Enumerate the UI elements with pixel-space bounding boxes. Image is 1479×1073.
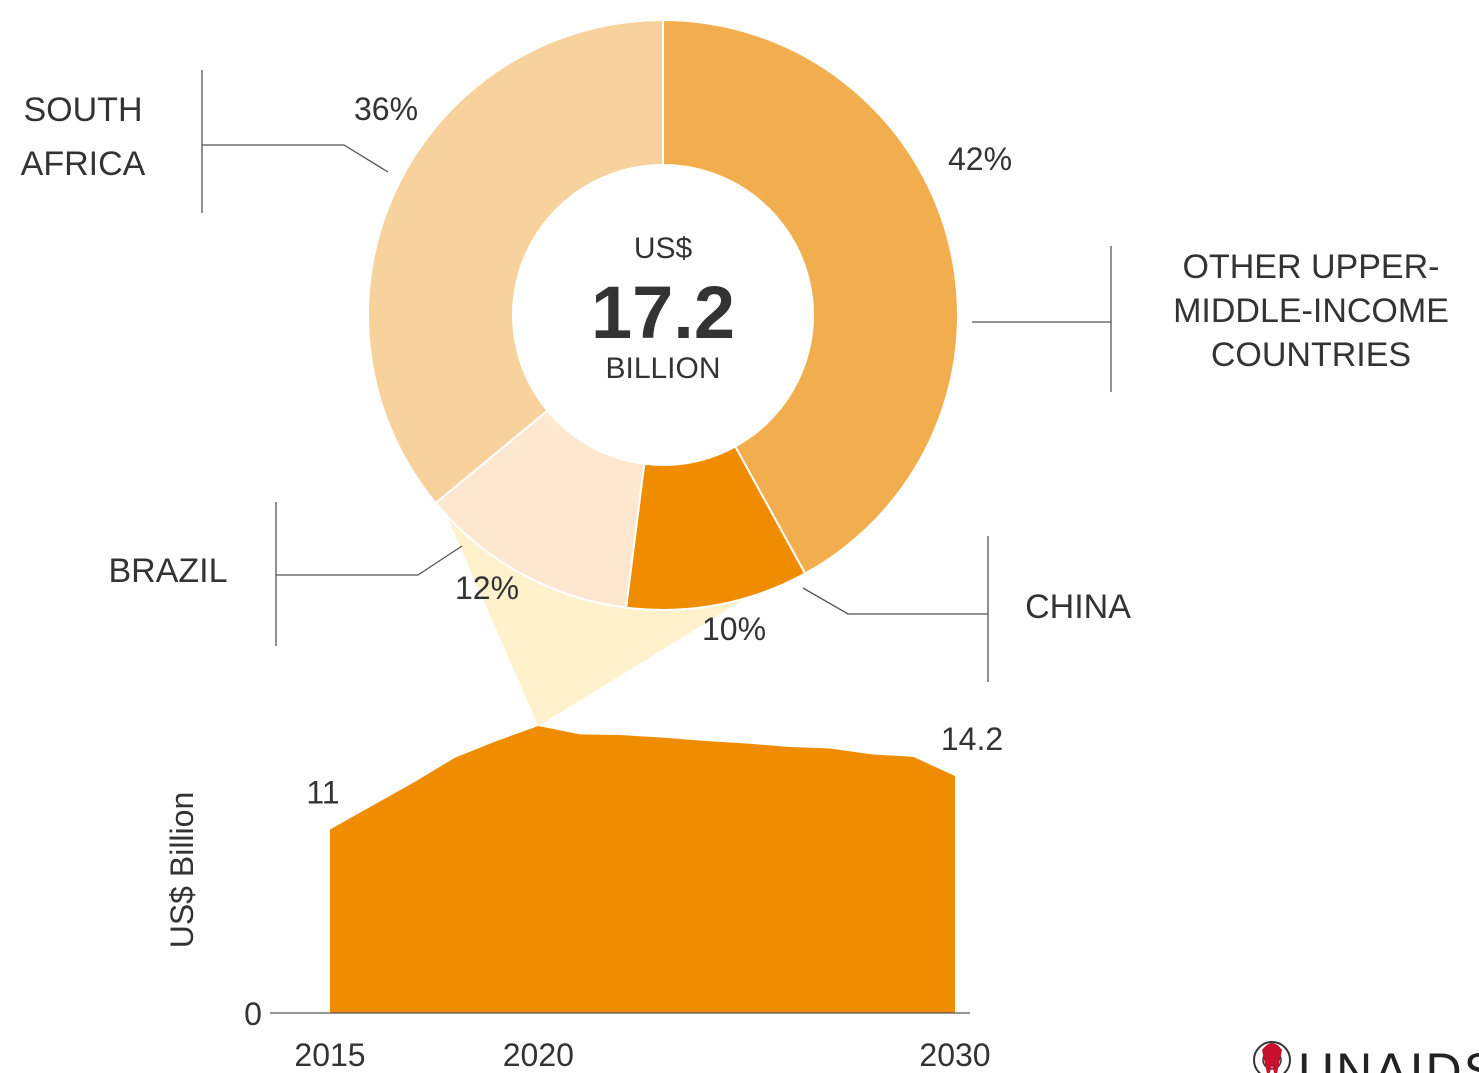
x-tick-label: 2015 (294, 1037, 365, 1073)
center-unit-label: BILLION (605, 352, 720, 385)
slice-percent-label: 12% (455, 570, 519, 606)
y-tick-label: 0 (244, 996, 262, 1032)
area-series (330, 726, 955, 1013)
donut-slice (367, 18, 664, 505)
slice-percent-label: 36% (354, 91, 418, 127)
area-chart: 2015 2020 2030 0 US$ Billion 11 14.2 (164, 721, 1003, 1073)
unaids-logo: UNAIDS (1253, 1041, 1479, 1073)
slice-percent-label: 10% (702, 611, 766, 647)
slice-category-label: COUNTRIES (1211, 336, 1411, 374)
slice-labels: 42% OTHER UPPER- MIDDLE-INCOME COUNTRIES 10%… (21, 70, 1449, 682)
un-emblem-icon (1253, 1041, 1291, 1073)
slice-category-label: SOUTH (24, 91, 143, 129)
leader-line (202, 144, 389, 173)
slice-category-label: OTHER UPPER- (1183, 248, 1440, 286)
slice-category-label: CHINA (1025, 588, 1131, 626)
donut-slice (662, 18, 959, 575)
x-tick-label: 2030 (919, 1037, 990, 1073)
x-tick-label: 2020 (503, 1037, 574, 1073)
slice-category-label: MIDDLE-INCOME (1173, 292, 1449, 330)
leader-line (276, 545, 463, 576)
slice-percent-label: 42% (948, 141, 1012, 177)
slice-category-label: BRAZIL (108, 552, 227, 590)
data-label: 11 (306, 774, 339, 810)
donut-center: US$ 17.2 BILLION (591, 232, 735, 385)
leader-line (802, 587, 988, 615)
center-currency-label: US$ (634, 232, 693, 265)
slice-category-label: AFRICA (21, 145, 146, 183)
y-axis-label: US$ Billion (164, 792, 200, 949)
center-total-value: 17.2 (591, 271, 735, 354)
logo-wordmark: UNAIDS (1298, 1043, 1479, 1073)
donut-chart (367, 18, 959, 611)
data-label: 14.2 (941, 721, 1003, 757)
